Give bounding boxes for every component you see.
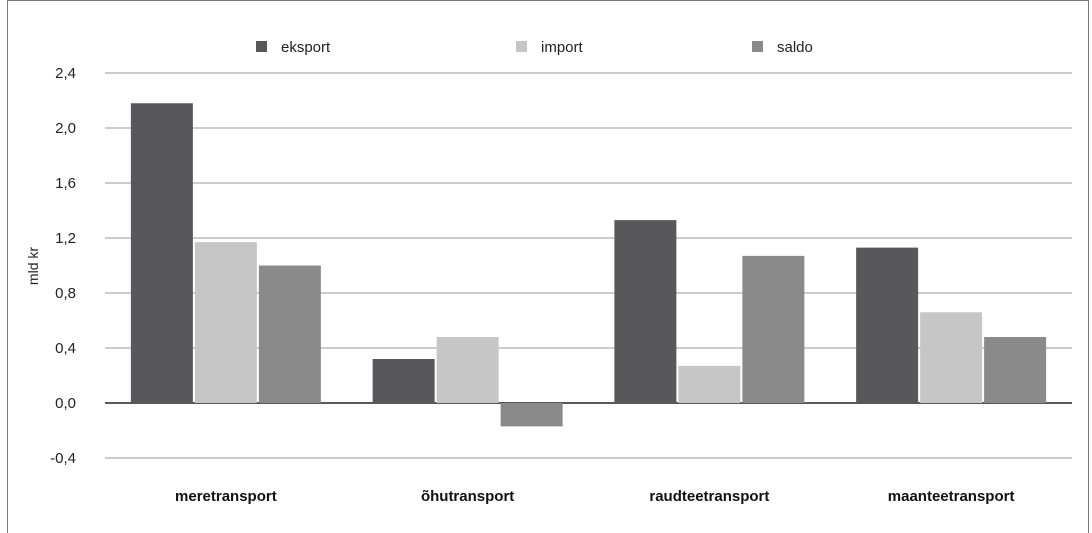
bar-import <box>920 312 983 403</box>
legend-label-saldo: saldo <box>777 39 813 56</box>
chart-frame <box>7 0 1089 533</box>
bar-eksport <box>372 359 435 403</box>
category-label: raudteetransport <box>649 488 769 505</box>
legend: eksport import saldo <box>256 39 813 56</box>
bar-import <box>194 242 257 403</box>
y-axis-ticks: 2,4 2,0 1,6 1,2 0,8 0,4 0,0 -0,4 <box>50 65 76 467</box>
bar-saldo <box>258 265 321 403</box>
y-tick-label: 0,4 <box>55 340 76 357</box>
bar-saldo <box>742 255 805 403</box>
y-tick-label: 2,4 <box>55 65 76 82</box>
legend-label-eksport: eksport <box>281 39 331 56</box>
bar-import <box>436 337 499 403</box>
bar-eksport <box>856 247 919 403</box>
y-tick-label: -0,4 <box>50 450 76 467</box>
y-tick-label: 0,8 <box>55 285 76 302</box>
legend-label-import: import <box>541 39 584 56</box>
category-label: maanteetransport <box>888 488 1015 505</box>
legend-swatch-import <box>516 41 527 52</box>
legend-swatch-eksport <box>256 41 267 52</box>
y-tick-label: 2,0 <box>55 120 76 137</box>
bars <box>130 103 1047 427</box>
y-axis-label: mld kr <box>25 247 41 285</box>
legend-swatch-saldo <box>752 41 763 52</box>
bar-eksport <box>130 103 193 403</box>
bar-saldo <box>984 337 1047 403</box>
y-tick-label: 1,2 <box>55 230 76 247</box>
y-tick-label: 1,6 <box>55 175 76 192</box>
bar-import <box>678 365 741 403</box>
category-label: meretransport <box>175 488 277 505</box>
y-tick-label: 0,0 <box>55 395 76 412</box>
bar-eksport <box>614 220 677 403</box>
category-label: õhutransport <box>421 488 514 505</box>
category-labels: meretransport õhutransport raudteetranspor… <box>175 488 1014 505</box>
bar-saldo <box>500 403 563 427</box>
